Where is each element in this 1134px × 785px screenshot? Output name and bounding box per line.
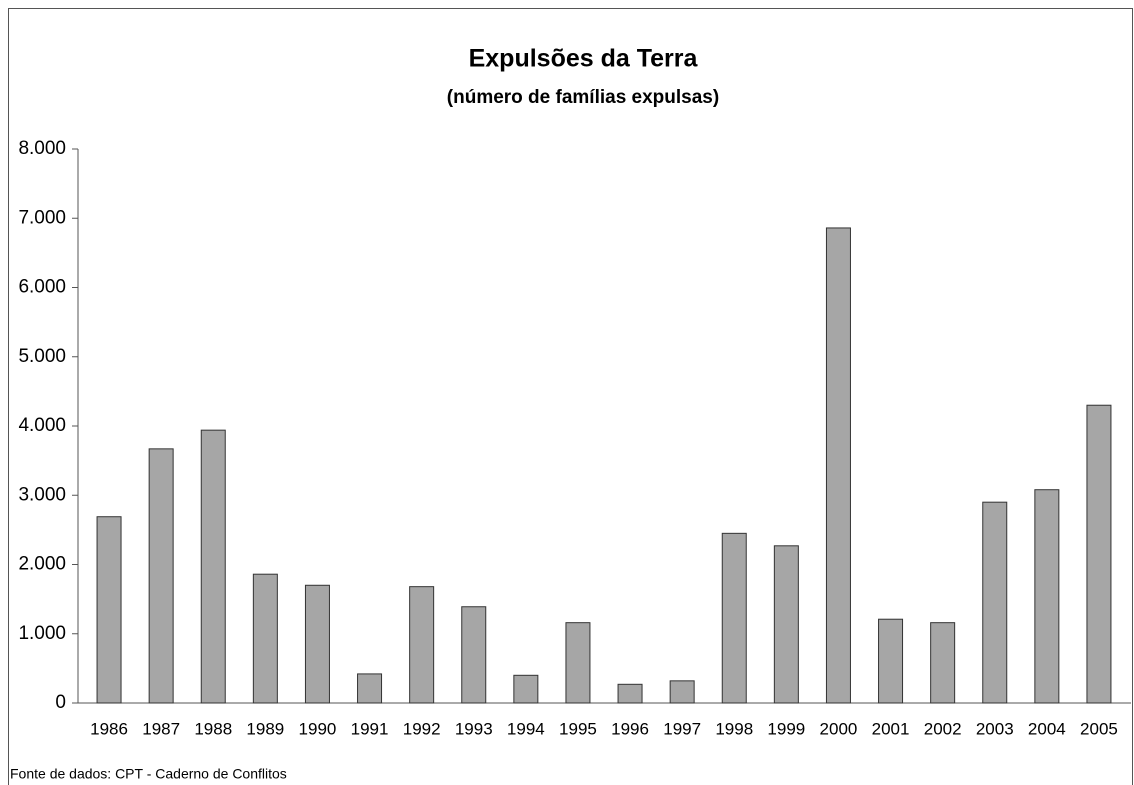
bar <box>409 586 435 704</box>
bar <box>304 584 330 704</box>
bar <box>669 680 695 704</box>
bar <box>565 622 591 704</box>
x-tick-label: 1989 <box>246 719 284 738</box>
bar <box>148 448 174 704</box>
x-tick-label: 1992 <box>403 719 441 738</box>
x-tick-label: 1997 <box>663 719 701 738</box>
bar <box>773 545 799 704</box>
bar <box>930 622 956 704</box>
x-tick-label: 2004 <box>1028 719 1066 738</box>
chart-title: Expulsões da Terra <box>469 45 699 73</box>
y-tick-label: 6.000 <box>18 277 66 298</box>
bar <box>200 429 226 704</box>
bar <box>252 573 278 704</box>
x-tick-label: 1995 <box>559 719 597 738</box>
x-tick-label: 1987 <box>142 719 180 738</box>
y-tick-label: 3.000 <box>18 484 66 505</box>
bar <box>513 674 539 704</box>
x-tick-label: 1996 <box>611 719 649 738</box>
bar <box>617 683 643 704</box>
x-tick-label: 1986 <box>90 719 128 738</box>
chart-subtitle: (número de famílias expulsas) <box>447 87 719 108</box>
x-tick-label: 2000 <box>820 719 858 738</box>
bar <box>878 618 904 704</box>
x-tick-label: 1990 <box>299 719 337 738</box>
y-tick-label: 7.000 <box>18 207 66 228</box>
y-tick-label: 0 <box>55 692 66 713</box>
x-tick-label: 2003 <box>976 719 1014 738</box>
bar <box>1034 489 1060 704</box>
x-tick-label: 2002 <box>924 719 962 738</box>
bar <box>825 227 851 704</box>
bar <box>461 606 487 704</box>
x-tick-label: 1993 <box>455 719 493 738</box>
x-tick-label: 2005 <box>1080 719 1118 738</box>
bar <box>357 673 383 704</box>
bar <box>96 516 122 704</box>
bar <box>721 532 747 704</box>
bar <box>1086 404 1112 704</box>
frame <box>8 8 1133 785</box>
x-tick-label: 1988 <box>194 719 232 738</box>
bar <box>982 501 1008 704</box>
y-tick-label: 1.000 <box>18 623 66 644</box>
y-tick-label: 2.000 <box>18 554 66 575</box>
x-tick-label: 1991 <box>351 719 389 738</box>
x-tick-label: 1998 <box>715 719 753 738</box>
y-tick-label: 4.000 <box>18 415 66 436</box>
x-tick-label: 2001 <box>872 719 910 738</box>
x-tick-label: 1999 <box>767 719 805 738</box>
y-tick-label: 8.000 <box>18 138 66 159</box>
y-tick-label: 5.000 <box>18 346 66 367</box>
source-note: Fonte de dados: CPT - Caderno de Conflit… <box>10 766 287 782</box>
x-tick-label: 1994 <box>507 719 545 738</box>
